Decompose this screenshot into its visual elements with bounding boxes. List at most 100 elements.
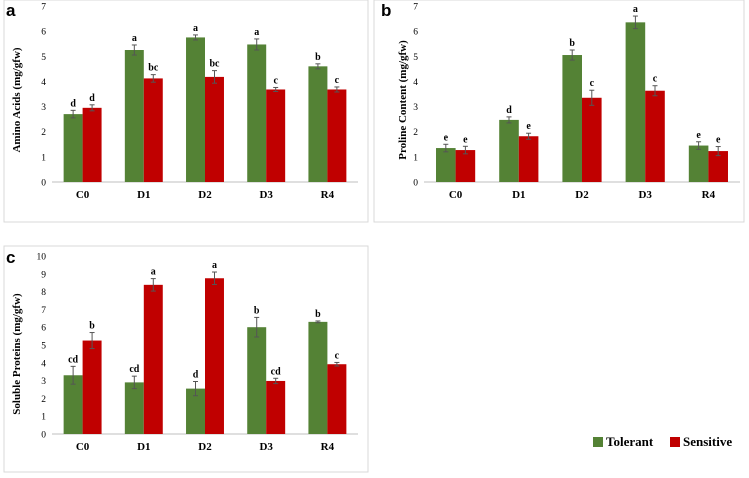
panel-b-sig-label-tolerant-D1: d [506, 105, 512, 116]
panel-c-ytick-2: 2 [41, 395, 46, 405]
panel-b-frame [373, 0, 745, 223]
panel-c-bar-tolerant-D3 [247, 327, 267, 434]
panel-c-bar-tolerant-C0 [63, 375, 83, 434]
panel-a-letter: a [6, 1, 16, 20]
panel-b-bar-tolerant-D1 [499, 119, 519, 182]
panel-b-plot: 0 1 2 3 4 5 6 7 e e C0 d e D1 b c D2 a c D3 e e R4 [413, 3, 740, 201]
panel-b-category-R4: R4 [702, 189, 716, 201]
panel-a-category-R4: R4 [321, 189, 335, 201]
panel-b-sig-label-tolerant-D2: b [569, 38, 575, 49]
panel-b-ytick-5: 5 [413, 53, 418, 63]
panel-b-bar-sensitive-C0 [455, 150, 476, 182]
panel-c-ytick-10: 10 [37, 253, 47, 263]
panel-c-sig-label-tolerant-D1: cd [129, 364, 139, 375]
panel-c-bar-sensitive-R4 [327, 364, 347, 434]
panel-c-bar-tolerant-D1 [124, 382, 144, 434]
panel-c-category-R4: R4 [321, 441, 335, 453]
panel-c-ytick-1: 1 [41, 413, 46, 423]
panel-b-sig-label-tolerant-R4: e [696, 130, 701, 141]
panel-a-sig-label-sensitive-D3: c [273, 75, 278, 86]
panel-c-bar-sensitive-D1 [143, 284, 163, 434]
panel-b-category-D1: D1 [512, 189, 525, 201]
panel-a-bar-tolerant-C0 [63, 114, 83, 182]
panel-c-bar-sensitive-D3 [266, 380, 286, 434]
panel-a-bar-sensitive-D1 [143, 78, 163, 182]
panel-a-bar-sensitive-C0 [82, 107, 102, 182]
panel-a-sig-label-sensitive-C0: d [89, 93, 95, 104]
panel-b-ytick-6: 6 [413, 28, 418, 38]
panel-a-bar-tolerant-R4 [308, 66, 328, 182]
panel-a-bar-tolerant-D3 [247, 44, 267, 183]
panel-a-bar-tolerant-D2 [186, 37, 205, 182]
panel-a-sig-label-sensitive-D2: bc [209, 59, 220, 70]
legend-swatch-tolerant [593, 437, 603, 447]
panel-a-bar-sensitive-D2 [205, 76, 224, 182]
panel-c-bar-sensitive-D2 [205, 278, 224, 434]
panel-a-ytick-5: 5 [41, 53, 46, 63]
panel-b-sig-label-sensitive-D1: e [526, 121, 531, 132]
panel-a-sig-label-sensitive-D1: bc [148, 63, 159, 74]
panel-a-ytick-2: 2 [41, 128, 46, 138]
panel-c-sig-label-sensitive-D2: a [212, 260, 217, 271]
legend-label-tolerant: Tolerant [606, 434, 654, 449]
panel-c-ytick-0: 0 [41, 431, 46, 441]
panel-c-ytick-8: 8 [41, 288, 46, 298]
panel-c-bar-tolerant-D2 [186, 388, 205, 434]
panel-b-sig-label-sensitive-D2: c [590, 78, 595, 89]
panel-a-ytick-7: 7 [41, 3, 46, 13]
panel-b-sig-label-sensitive-D3: c [653, 74, 658, 85]
panel-c-ytick-9: 9 [41, 270, 46, 280]
legend: Tolerant Sensitive [593, 434, 732, 449]
panel-b-sig-label-sensitive-C0: e [463, 134, 468, 145]
panel-c-category-C0: C0 [76, 441, 90, 453]
panel-b-ytick-1: 1 [413, 153, 418, 163]
panel-b-bar-tolerant-R4 [688, 145, 709, 182]
panel-c-bar-sensitive-C0 [82, 340, 102, 434]
panel-c-ylabel: Soluble Proteins (mg/gfw) [11, 293, 23, 415]
panel-a-sig-label-tolerant-R4: b [315, 52, 321, 63]
panel-a-category-D3: D3 [259, 189, 273, 201]
panel-a-category-D2: D2 [198, 189, 212, 201]
panel-c-ytick-5: 5 [41, 342, 46, 352]
panel-c-sig-label-sensitive-R4: c [335, 350, 340, 361]
panel-b-sig-label-tolerant-C0: e [444, 132, 449, 143]
panel-b-bar-sensitive-R4 [708, 151, 728, 182]
panel-a-bar-sensitive-D3 [266, 89, 286, 182]
panel-b-letter: b [381, 1, 391, 20]
panel-a-sig-label-tolerant-D2: a [193, 23, 198, 34]
panel-c-plot: 0 1 2 3 4 5 6 7 8 9 10 cd b C0 cd a D1 d a D2 b cd D3 b c R4 [37, 253, 358, 453]
panel-b-sig-label-sensitive-R4: e [716, 135, 721, 146]
panel-b-category-D3: D3 [638, 189, 652, 201]
panel-c-category-D1: D1 [137, 441, 150, 453]
panel-c-letter: c [6, 248, 15, 267]
panel-c-ytick-7: 7 [41, 306, 46, 316]
panel-a-sig-label-tolerant-D1: a [132, 33, 137, 44]
panel-b-ytick-0: 0 [413, 179, 418, 189]
panel-b-ylabel: Proline Content (mg/gfw) [397, 40, 409, 160]
panel-a-category-C0: C0 [76, 189, 90, 201]
panel-c-sig-label-tolerant-D2: d [193, 369, 199, 380]
panel-a-ytick-0: 0 [41, 179, 46, 189]
panel-a-ytick-1: 1 [41, 153, 46, 163]
panel-a-bar-sensitive-R4 [327, 89, 347, 182]
panel-a-ytick-6: 6 [41, 28, 46, 38]
panel-a-ytick-3: 3 [41, 103, 46, 113]
panel-b-ytick-3: 3 [413, 103, 418, 113]
panel-c-ytick-4: 4 [41, 359, 46, 369]
chart-panel-c: c Soluble Proteins (mg/gfw) 0 1 2 3 4 5 6 7 8 9 10… [3, 245, 369, 473]
panel-c-category-D2: D2 [198, 441, 212, 453]
legend-label-sensitive: Sensitive [683, 434, 732, 449]
panel-b-bar-tolerant-C0 [436, 148, 456, 182]
panel-b-bar-sensitive-D1 [518, 136, 539, 182]
panel-b-bar-tolerant-D3 [625, 22, 646, 182]
panel-c-sig-label-sensitive-C0: b [89, 321, 95, 332]
panel-c-sig-label-tolerant-R4: b [315, 309, 321, 320]
panel-a-ytick-4: 4 [41, 78, 46, 88]
panel-b-category-C0: C0 [449, 189, 463, 201]
panel-a-ylabel: Amino Acids (mg/gfw) [11, 47, 23, 152]
panel-a-sig-label-tolerant-D3: a [254, 27, 259, 38]
panel-c-sig-label-tolerant-C0: cd [68, 354, 78, 365]
panel-c-ytick-3: 3 [41, 377, 46, 387]
